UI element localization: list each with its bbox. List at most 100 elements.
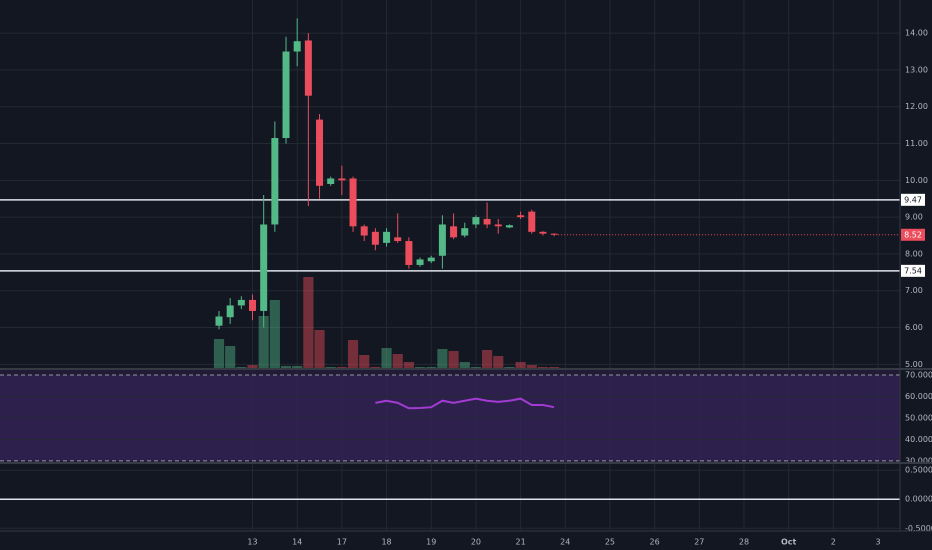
level-box [901, 193, 925, 206]
y-tick-label: 10.00 [905, 176, 928, 185]
volume-bar [258, 316, 269, 368]
x-tick-label: 24 [560, 538, 570, 547]
rsi-line [375, 397, 555, 410]
candle-body [505, 225, 513, 228]
y-tick-label: 14.00 [905, 29, 928, 38]
candle-body [271, 138, 279, 225]
y-tick-label: 12.00 [905, 102, 928, 111]
y-tick-label: 11.00 [905, 139, 928, 148]
x-tick-label: 27 [694, 538, 704, 547]
y-tick-label: 9.00 [905, 213, 923, 222]
candle-body [450, 226, 458, 238]
y-tick-label: 30.0000 [905, 456, 932, 465]
candle-body [550, 233, 558, 235]
volume-bar [381, 348, 392, 368]
volume-bar [470, 367, 481, 368]
y-tick-label: -0.5000 [905, 524, 932, 533]
candle-body [416, 259, 424, 265]
candle-body [427, 257, 435, 262]
volume-bar [448, 351, 459, 368]
volume-bar [269, 300, 280, 368]
y-tick-label: 5.00 [905, 360, 923, 369]
volume-bar [370, 367, 381, 368]
x-tick-label: 26 [650, 538, 660, 547]
x-tick-label: 14 [292, 538, 302, 547]
x-tick-label: 17 [337, 538, 347, 547]
candle-body [360, 226, 368, 236]
x-tick-label: Oct [781, 538, 797, 547]
candle-body [282, 51, 290, 138]
y-tick-label: 6.00 [905, 323, 923, 332]
volume-bar [303, 277, 314, 368]
volume-bar [325, 367, 336, 368]
last-price-label: 8.52 [904, 230, 922, 239]
y-tick-label: 60.0000 [905, 392, 932, 401]
x-tick-label: 13 [247, 538, 257, 547]
candle-body [316, 119, 324, 186]
last-price-box [901, 228, 925, 241]
candle-body [226, 305, 234, 318]
candle-body [215, 316, 223, 326]
x-tick-label: 20 [471, 538, 481, 547]
y-tick-label: 0.5000 [905, 466, 932, 475]
y-tick-label: 40.0000 [905, 435, 932, 444]
volume-bar [225, 346, 236, 368]
y-tick-label: 7.00 [905, 286, 923, 295]
level-label: 9.47 [904, 195, 922, 204]
candle-body [249, 299, 257, 311]
volume-bar [347, 340, 359, 368]
candle-body [349, 178, 357, 227]
volume-bar [359, 355, 370, 368]
volume-bar [504, 367, 515, 368]
volume-bar [247, 365, 258, 368]
x-tick-label: 25 [605, 538, 615, 547]
volume-bar [526, 365, 537, 368]
x-tick-label: 21 [515, 538, 525, 547]
volume-bar [414, 367, 426, 368]
level-box [901, 264, 925, 277]
candle-body [517, 215, 525, 218]
candle-body [237, 299, 245, 306]
volume-bar [236, 367, 247, 368]
x-tick-label: 3 [875, 538, 880, 547]
candle-body [260, 224, 268, 311]
candle-body [483, 218, 491, 225]
y-tick-label: 50.0000 [905, 413, 932, 422]
volume-bar [549, 367, 560, 368]
y-tick-label: 0.0000 [905, 495, 932, 504]
volume-bar [437, 349, 448, 368]
volume-bar [314, 330, 325, 368]
candle-body [304, 40, 312, 96]
volume-bar [459, 362, 470, 368]
volume-bar [392, 354, 403, 368]
x-tick-label: 2 [831, 538, 836, 547]
y-tick-label: 70.0000 [905, 370, 932, 379]
volume-bar [336, 367, 347, 368]
candle-body [528, 211, 536, 232]
x-tick-label: 28 [739, 538, 749, 547]
candle-body [338, 178, 346, 181]
volume-bar [481, 350, 493, 368]
volume-bar [426, 367, 437, 368]
candle-body [438, 224, 446, 256]
level-label: 7.54 [904, 266, 922, 275]
candle-body [494, 224, 502, 227]
y-tick-label: 8.00 [905, 249, 923, 258]
volume-bar [493, 356, 504, 368]
x-tick-label: 18 [381, 538, 391, 547]
volume-bar [292, 366, 303, 368]
candle-body [327, 178, 335, 184]
candle-body [371, 231, 379, 245]
volume-bar [403, 362, 414, 368]
volume-bar [537, 367, 549, 368]
x-tick-label: 19 [426, 538, 436, 547]
candle-body [405, 241, 413, 265]
candle-body [293, 41, 301, 52]
y-tick-label: 13.00 [905, 65, 928, 74]
volume-bar [515, 362, 526, 368]
candle-body [472, 217, 480, 225]
volume-bar [213, 339, 225, 368]
candle-body [461, 228, 469, 236]
